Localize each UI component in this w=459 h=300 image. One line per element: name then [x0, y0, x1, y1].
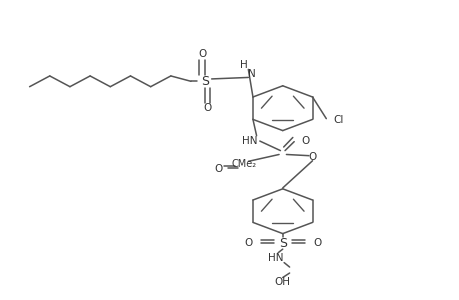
Text: O: O [197, 50, 206, 59]
Text: CMe₂: CMe₂ [231, 159, 256, 169]
Text: O: O [312, 238, 320, 248]
Text: Cl: Cl [332, 115, 343, 125]
Text: OH: OH [274, 277, 290, 287]
Text: O: O [308, 152, 316, 162]
Text: HN: HN [268, 253, 283, 263]
Text: O: O [244, 238, 252, 248]
Text: N: N [247, 69, 255, 79]
Text: O: O [214, 164, 223, 174]
Text: H: H [239, 60, 247, 70]
Text: O: O [301, 136, 308, 146]
Text: S: S [278, 237, 286, 250]
Text: S: S [200, 75, 208, 88]
Text: O: O [203, 103, 211, 113]
Text: HN: HN [241, 136, 257, 146]
